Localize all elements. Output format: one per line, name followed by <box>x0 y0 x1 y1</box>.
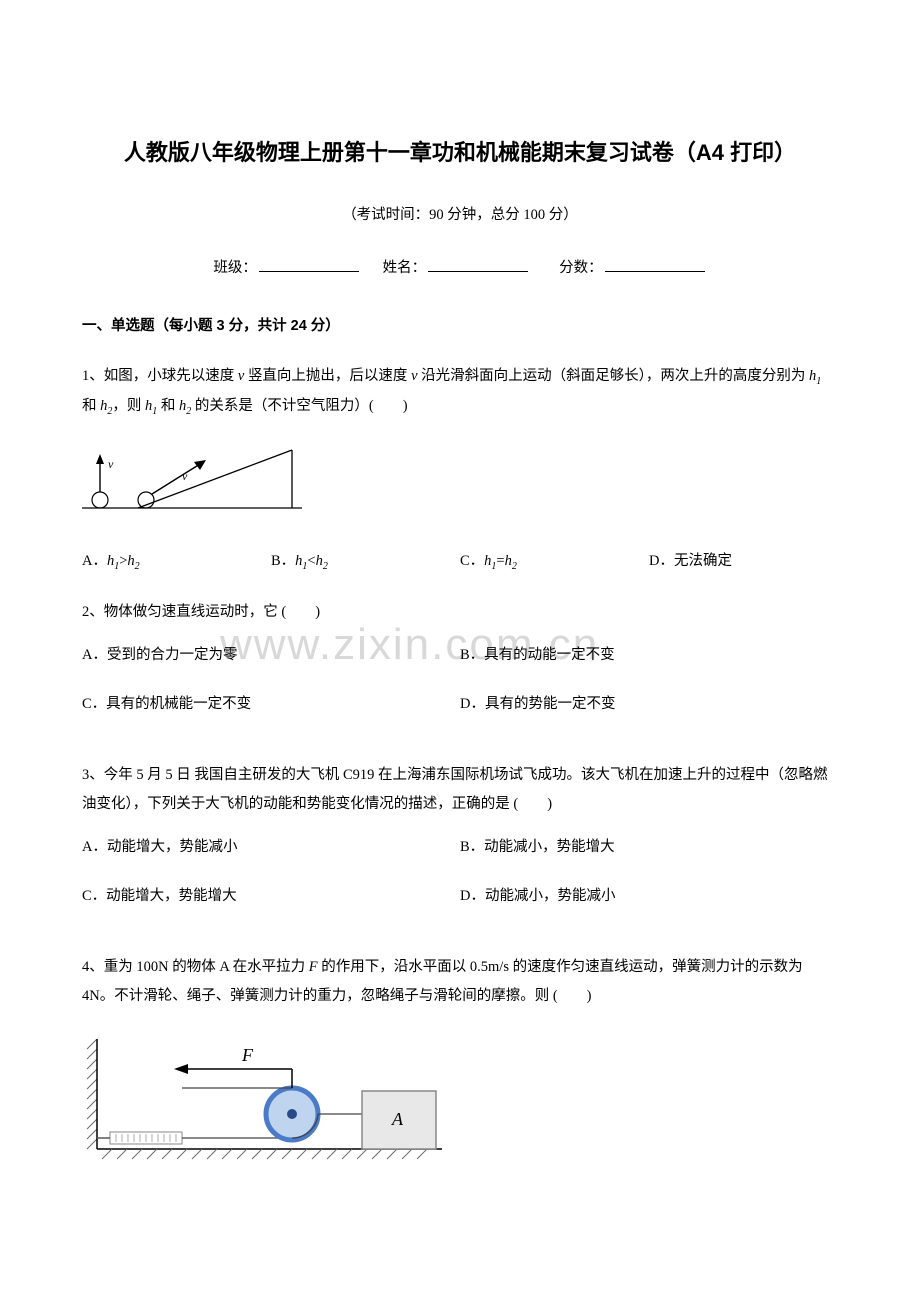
class-label: 班级： <box>213 260 257 276</box>
form-line: 班级： 姓名： 分数： <box>82 257 838 280</box>
name-blank <box>428 258 528 272</box>
q1-tc: 沿光滑斜面向上运动（斜面足够长），两次上升的高度分别为 <box>418 368 810 384</box>
question-1: 1、如图，小球先以速度 v 竖直向上抛出，后以速度 v 沿光滑斜面向上运动（斜面… <box>82 362 838 577</box>
section-header-1: 一、单选题（每小题 3 分，共计 24 分） <box>82 315 838 338</box>
question-2: 2、物体做匀速直线运动时，它 ( ) A．受到的合力一定为零 B．具有的动能一定… <box>82 598 838 739</box>
q3-optA: A．动能增大，势能减小 <box>82 833 460 862</box>
q1-options: A．h1>h2 B．h1<h2 C．h1=h2 D．无法确定 <box>82 547 838 577</box>
score-label: 分数： <box>559 260 603 276</box>
q1-num: 1、 <box>82 368 104 384</box>
q1a-pre: A． <box>82 553 107 569</box>
q1-tg: 的关系是（不计空气阻力）( ) <box>191 398 407 414</box>
q2-optA: A．受到的合力一定为零 <box>82 641 460 670</box>
exam-info: （考试时间：90 分钟，总分 100 分） <box>82 204 838 227</box>
q1-optC: C．h1=h2 <box>460 547 649 577</box>
q2-options: A．受到的合力一定为零 B．具有的动能一定不变 C．具有的机械能一定不变 D．具… <box>82 641 838 739</box>
q3-options: A．动能增大，势能减小 B．动能减小，势能增大 C．动能增大，势能增大 D．动能… <box>82 833 838 931</box>
question-4: 4、重为 100N 的物体 A 在水平拉力 F 的作用下，沿水平面以 0.5m/… <box>82 953 838 1190</box>
class-blank <box>259 258 359 272</box>
q1-figure: v v <box>82 446 302 518</box>
q3-text: 3、今年 5 月 5 日 我国自主研发的大飞机 C919 在上海浦东国际机场试飞… <box>82 761 838 819</box>
q2-optD: D．具有的势能一定不变 <box>460 690 838 719</box>
q3-optD: D．动能减小，势能减小 <box>460 882 838 911</box>
page-title: 人教版八年级物理上册第十一章功和机械能期末复习试卷（A4 打印） <box>82 135 838 170</box>
q3-optB: B．动能减小，势能增大 <box>460 833 838 862</box>
q1-text: 1、如图，小球先以速度 v 竖直向上抛出，后以速度 v 沿光滑斜面向上运动（斜面… <box>82 362 838 422</box>
q1-ta: 如图，小球先以速度 <box>104 368 238 384</box>
q1b-pre: B． <box>271 553 295 569</box>
q2-optB: B．具有的动能一定不变 <box>460 641 838 670</box>
q1-optD: D．无法确定 <box>649 547 838 577</box>
q1-te: ，则 <box>112 398 145 414</box>
q1c-pre: C． <box>460 553 484 569</box>
q1-tb: 竖直向上抛出，后以速度 <box>244 368 411 384</box>
q1-optA: A．h1>h2 <box>82 547 271 577</box>
q3-optC: C．动能增大，势能增大 <box>82 882 460 911</box>
q4-ta: 4、重为 100N 的物体 A 在水平拉力 <box>82 959 309 975</box>
q1-tf: 和 <box>157 398 179 414</box>
name-label: 姓名： <box>383 260 427 276</box>
q2-optC: C．具有的机械能一定不变 <box>82 690 460 719</box>
q4-text: 4、重为 100N 的物体 A 在水平拉力 F 的作用下，沿水平面以 0.5m/… <box>82 953 838 1011</box>
score-blank <box>605 258 705 272</box>
q1b-rel: < <box>307 553 315 569</box>
q1c-rel: = <box>496 553 504 569</box>
fig2-A: A <box>391 1109 404 1129</box>
fig1-v2: v <box>182 469 188 483</box>
fig2-F: F <box>241 1045 254 1065</box>
q2-text: 2、物体做匀速直线运动时，它 ( ) <box>82 598 838 627</box>
fig1-v1: v <box>108 457 114 471</box>
q1-td: 和 <box>82 398 100 414</box>
q1-optB: B．h1<h2 <box>271 547 460 577</box>
question-3: 3、今年 5 月 5 日 我国自主研发的大飞机 C919 在上海浦东国际机场试飞… <box>82 761 838 931</box>
q4-figure: F A <box>82 1039 442 1169</box>
